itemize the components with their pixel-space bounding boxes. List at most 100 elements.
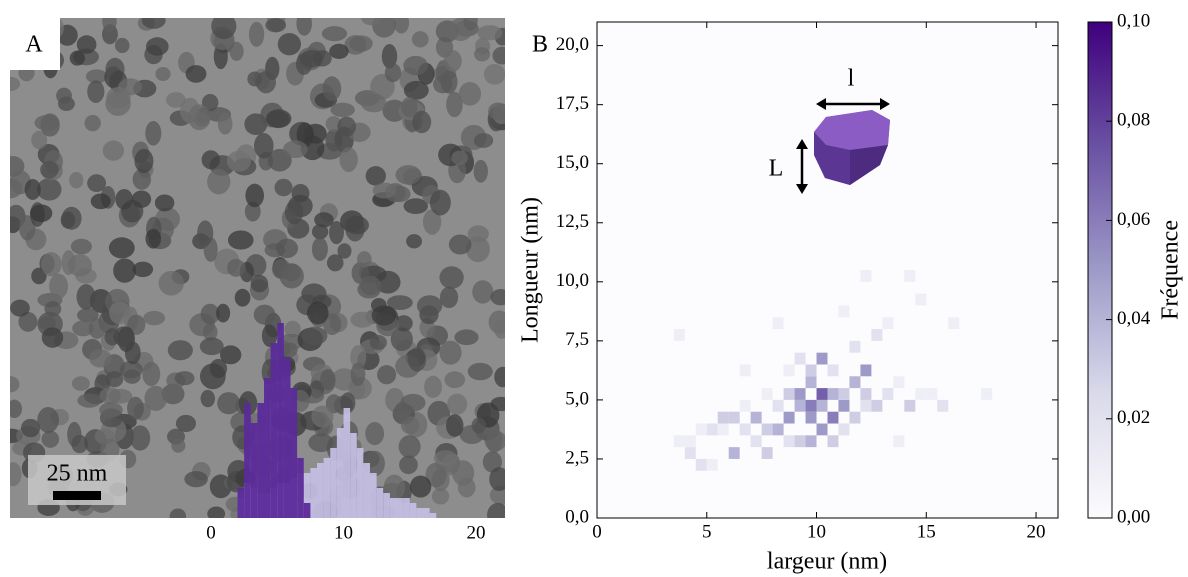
- histogram-bar: [310, 468, 317, 518]
- heatmap-cell: [706, 423, 718, 436]
- heatmap-cell: [783, 364, 795, 377]
- heatmap-cell: [684, 435, 696, 448]
- heatmap-cell: [893, 435, 905, 448]
- x-axis-label: largeur (nm): [767, 549, 887, 575]
- scale-bar-label: 25 nm: [47, 461, 108, 487]
- y-axis-label: Longueur (nm): [518, 197, 544, 343]
- histogram-bar: [383, 493, 390, 518]
- heatmap-cell: [904, 399, 916, 412]
- histogram-bar: [376, 488, 384, 518]
- heatmap-cell: [695, 423, 707, 436]
- x-tick-label: 10: [334, 522, 353, 543]
- heatmap-cell: [871, 329, 883, 341]
- histogram-bar: [277, 323, 284, 518]
- histogram-bar: [396, 498, 404, 518]
- heatmap-cell: [739, 423, 751, 436]
- heatmap-cell: [717, 423, 729, 436]
- heatmap-cell: [750, 435, 762, 448]
- histogram-bar: [297, 458, 304, 518]
- panel-label: A: [25, 32, 43, 58]
- heatmap-cell: [750, 411, 762, 424]
- heatmap-cell: [761, 388, 773, 400]
- colorbar-label: Fréquence: [1158, 220, 1184, 320]
- heatmap-cell: [838, 388, 850, 400]
- histogram-bar: [317, 463, 324, 518]
- x-tick-label: 10: [807, 521, 826, 542]
- histogram-bar: [416, 508, 423, 518]
- heatmap-cell: [849, 340, 861, 353]
- x-tick-label: 20: [1027, 521, 1046, 542]
- heatmap-cell: [805, 376, 817, 389]
- heatmap-cell: [849, 411, 861, 424]
- heatmap-cell: [772, 423, 784, 436]
- histogram-bar: [283, 358, 291, 518]
- heatmap-cell: [673, 435, 685, 448]
- histogram-bar: [350, 433, 357, 518]
- y-tick-label: 2,5: [565, 447, 589, 468]
- colorbar-tick-label: 0,06: [1117, 209, 1150, 230]
- heatmap-cell: [937, 399, 949, 412]
- histogram-bar: [409, 503, 417, 518]
- x-tick-label: 5: [702, 521, 712, 542]
- colorbar-tick-label: 0,02: [1117, 407, 1150, 428]
- histogram-bar: [389, 498, 397, 518]
- histogram-bar: [237, 488, 245, 518]
- heatmap-cell: [904, 270, 916, 282]
- heatmap-cell: [739, 399, 751, 412]
- histogram-bar: [330, 448, 337, 518]
- plot-frame: [596, 21, 1059, 519]
- y-tick-label: 17,5: [556, 93, 589, 114]
- heatmap-cell: [838, 305, 850, 318]
- heatmap-cell: [838, 423, 850, 436]
- heatmap-cell: [827, 435, 839, 448]
- panel-label: B: [532, 32, 548, 58]
- heatmap-cell: [695, 458, 707, 471]
- heatmap-cell: [860, 270, 872, 282]
- histogram-bar: [336, 428, 344, 518]
- heatmap-cell: [728, 447, 740, 459]
- heatmap: [673, 270, 993, 471]
- heatmap-cell: [893, 376, 905, 389]
- heatmap-cell: [827, 364, 839, 377]
- colorbar: [1087, 21, 1113, 519]
- y-tick-label: 10,0: [556, 270, 589, 291]
- histogram-bar: [244, 403, 251, 518]
- label-box: [10, 18, 60, 70]
- heatmap-cell: [728, 411, 740, 424]
- histogram-bar: [290, 388, 298, 518]
- heatmap-cell: [794, 435, 806, 448]
- heatmap-cell: [673, 329, 685, 341]
- x-tick-label: 0: [206, 522, 216, 543]
- y-tick-label: 5,0: [565, 388, 589, 409]
- heatmap-cell: [816, 423, 828, 436]
- heatmap-cell: [915, 293, 927, 306]
- heatmap-cell: [794, 352, 806, 365]
- histogram-bar: [343, 408, 351, 518]
- inset-label: L: [769, 156, 784, 182]
- heatmap-cell: [717, 411, 729, 424]
- heatmap-cell: [882, 388, 894, 400]
- heatmap-cell: [838, 399, 850, 412]
- heatmap-cell: [761, 447, 773, 459]
- heatmap-cell: [805, 364, 817, 377]
- histogram-bar: [423, 508, 430, 518]
- histogram-bar: [264, 378, 271, 518]
- heatmap-cell: [816, 388, 828, 400]
- histogram-bar: [356, 448, 364, 518]
- heatmap-cell: [805, 435, 817, 448]
- heatmap-cell: [706, 458, 718, 471]
- heatmap-cell: [849, 376, 861, 389]
- heatmap-cell: [783, 411, 795, 424]
- heatmap-cell: [827, 388, 839, 400]
- y-tick-label: 12,5: [556, 211, 589, 232]
- x-tick-label: 0: [592, 521, 602, 542]
- heatmap-cell: [860, 364, 872, 377]
- heatmap-cell: [882, 317, 894, 330]
- histogram-bar: [403, 498, 410, 518]
- histogram-bar: [270, 343, 278, 518]
- histogram-bar: [257, 403, 264, 518]
- heatmap-cell: [871, 399, 883, 412]
- y-tick-label: 20,0: [556, 34, 589, 55]
- histogram-bar: [429, 513, 437, 518]
